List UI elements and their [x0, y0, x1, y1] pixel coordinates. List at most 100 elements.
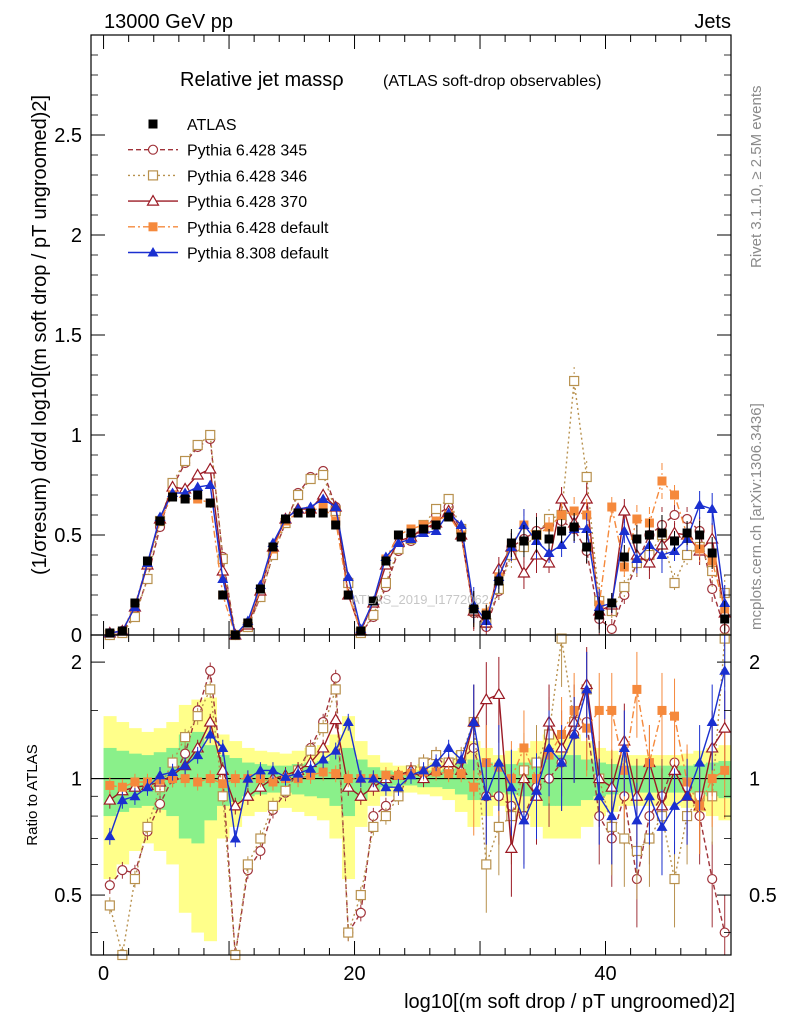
- data-point: [607, 502, 617, 512]
- data-point: [669, 577, 680, 589]
- data-point: [569, 522, 579, 532]
- data-point: [317, 493, 329, 503]
- ratio-y-tick-label-right: 0.5: [749, 885, 777, 907]
- ratio-point: [431, 767, 441, 777]
- data-point: [292, 489, 304, 501]
- ratio-point: [355, 907, 366, 918]
- ratio-point: [430, 757, 442, 767]
- ratio-point: [129, 790, 141, 801]
- ratio-point: [167, 766, 179, 776]
- process-label: Jets: [694, 11, 731, 33]
- ratio-point: [305, 763, 317, 773]
- y-tick-label: 2.5: [54, 125, 82, 147]
- ratio-point: [393, 770, 403, 780]
- ratio-point: [205, 665, 216, 676]
- data-point: [205, 429, 216, 441]
- data-point: [105, 628, 115, 638]
- ratio-point: [606, 810, 618, 821]
- ratio-point: [104, 880, 115, 891]
- ratio-point: [104, 900, 115, 911]
- ratio-point: [205, 684, 216, 695]
- ratio-point: [116, 794, 128, 805]
- data-point: [694, 499, 706, 509]
- ratio-point: [103, 793, 117, 805]
- ratio-point: [268, 777, 278, 787]
- ratio-point: [267, 800, 279, 811]
- y-tick-label: 0: [71, 625, 82, 647]
- ratio-point: [643, 790, 655, 801]
- ratio-point: [492, 687, 506, 700]
- data-point: [191, 468, 205, 480]
- ratio-frame: [90, 634, 732, 956]
- data-point: [582, 542, 592, 552]
- data-point: [619, 581, 630, 593]
- data-point: [281, 514, 291, 524]
- data-point: [607, 598, 617, 608]
- ratio-point: [330, 684, 341, 695]
- ratio-point: [469, 782, 479, 792]
- ratio-point: [330, 745, 342, 755]
- series-atlas: [105, 490, 730, 640]
- ratio-y-tick-label-right: 2: [749, 652, 760, 674]
- ratio-point: [180, 774, 190, 784]
- legend-marker: [147, 170, 159, 181]
- ratio-point: [367, 773, 379, 783]
- ratio-point: [594, 705, 604, 715]
- ratio-point: [670, 711, 680, 721]
- band-inner-segment: [580, 759, 594, 801]
- ratio-point: [343, 927, 354, 938]
- chart-title: Relative jet massρ: [180, 69, 344, 91]
- ratio-point: [230, 774, 240, 784]
- data-point: [455, 519, 467, 529]
- data-point: [193, 490, 203, 500]
- ratio-point: [456, 769, 466, 779]
- ratio-point: [455, 754, 467, 764]
- data-point: [619, 552, 629, 562]
- ratio-point: [707, 873, 718, 885]
- ratio-point: [619, 833, 630, 844]
- data-point: [656, 549, 668, 559]
- ratio-point: [242, 859, 253, 870]
- data-point: [670, 536, 680, 546]
- data-point: [430, 503, 442, 515]
- ratio-point: [568, 728, 580, 739]
- ratio-panel: 0.5 0.51 12 20 20 40 Ratio to ATLAS log10[(m …: [24, 633, 777, 1013]
- ratio-y-tick-label: 2: [71, 652, 82, 674]
- ratio-point: [229, 833, 241, 843]
- ratio-point: [104, 830, 116, 841]
- data-point: [318, 469, 329, 481]
- data-point: [556, 539, 568, 549]
- ratio-point: [607, 705, 617, 715]
- data-point: [255, 584, 265, 594]
- ratio-point: [519, 743, 529, 753]
- y-tick-label: 2: [71, 225, 82, 247]
- ratio-point: [180, 748, 191, 759]
- legend-marker: [147, 144, 159, 155]
- data-point: [456, 532, 466, 542]
- legend: ATLAS Pythia 6.428 345 Pythia 6.428 346 Pyt…: [128, 117, 329, 263]
- ratio-point: [318, 767, 328, 777]
- ratio-point: [618, 742, 630, 752]
- data-point: [657, 528, 667, 538]
- data-point: [306, 508, 316, 518]
- ratio-point: [556, 757, 568, 767]
- data-point: [217, 553, 228, 565]
- data-point: [155, 516, 165, 526]
- y-tick-label: 1: [71, 425, 82, 447]
- ratio-point: [581, 683, 593, 694]
- ratio-point: [305, 745, 316, 756]
- ratio-point: [355, 889, 366, 901]
- ratio-y-tick-label-right: 1: [749, 769, 760, 791]
- legend-marker: [148, 222, 158, 232]
- data-point: [469, 604, 479, 614]
- ratio-point: [193, 777, 203, 787]
- legend-entry: Pythia 6.428 370: [128, 194, 307, 211]
- ratio-point: [218, 779, 228, 789]
- data-point: [305, 473, 316, 485]
- ratio-point: [681, 790, 693, 801]
- watermark: ATLAS_2019_I1772062: [351, 592, 489, 607]
- ratio-point: [129, 873, 141, 885]
- data-point: [443, 493, 454, 505]
- ratio-series-pythia-8-308-default: [104, 635, 731, 876]
- data-point: [444, 512, 454, 522]
